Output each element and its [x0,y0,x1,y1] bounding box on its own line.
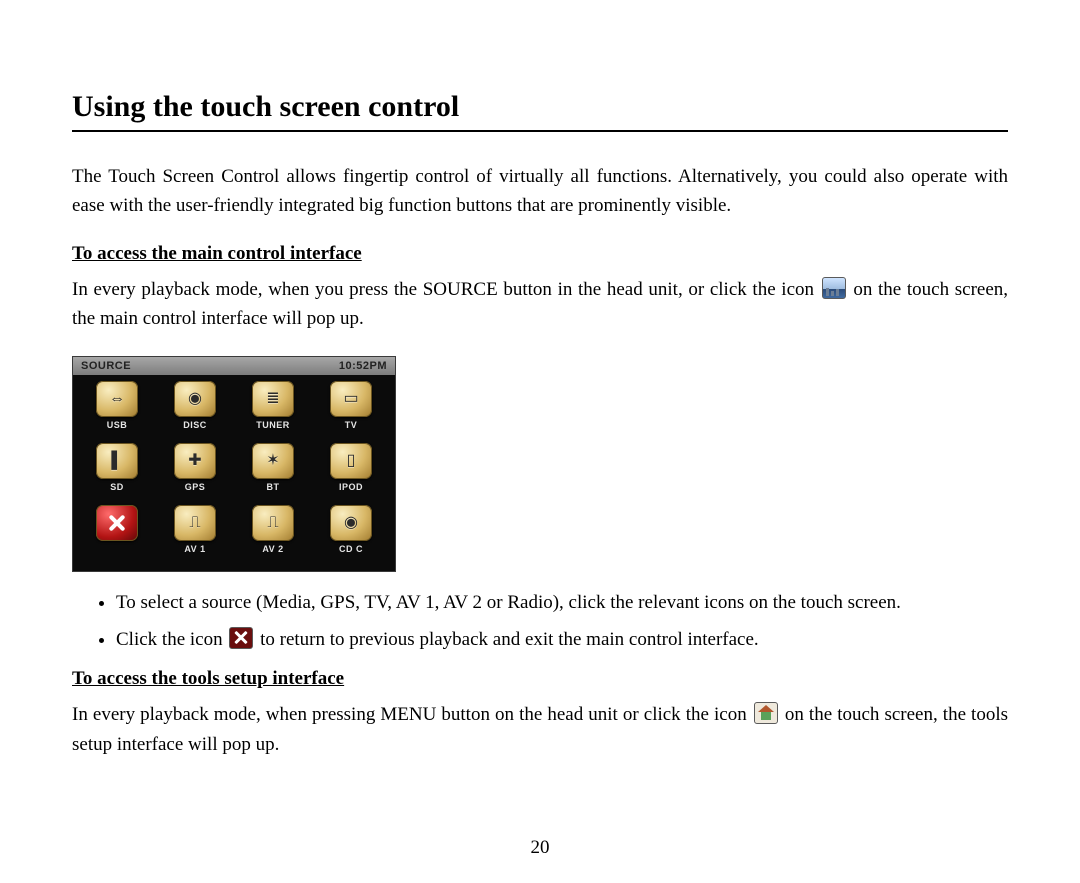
source-menu-title: SOURCE [81,360,131,372]
section2-paragraph: In every playback mode, when pressing ME… [72,700,1008,759]
source-item-icon: ✶ [252,443,294,479]
source-item-icon: ▭ [330,381,372,417]
source-item-icon: ✚ [174,443,216,479]
source-menu-screenshot: SOURCE 10:52PM ⇔ USB ◉ DISC ≣ TUNER ▭ TV ▌ SD ✚ GPS… [72,356,396,572]
source-item-icon: ◉ [174,381,216,417]
source-item-icon [96,505,138,541]
source-menu-grid: ⇔ USB ◉ DISC ≣ TUNER ▭ TV ▌ SD ✚ GPS ✶ BT ▯ IPOD ⎍ AV 1 ⎍ A… [73,375,395,571]
source-item-icon: ⇔ [96,381,138,417]
source-item-label: DISC [183,420,207,430]
source-menu-clock: 10:52PM [339,360,387,372]
source-item: ▭ TV [315,381,387,439]
source-item: ▌ SD [81,443,153,501]
section1-bullets: To select a source (Media, GPS, TV, AV 1… [72,586,1008,657]
title-rule [72,130,1008,132]
source-item-label: USB [107,420,128,430]
source-item-icon: ⎍ [174,505,216,541]
source-item: ≣ TUNER [237,381,309,439]
source-item-label: BT [267,482,280,492]
source-item: ◉ DISC [159,381,231,439]
source-item-label: IPOD [339,482,363,492]
page-number: 20 [0,837,1080,859]
source-item: ◉ CD C [315,505,387,563]
bullet2-text-after-icon: to return to previous playback and exit … [260,629,759,650]
source-item-label: AV 1 [184,544,205,554]
bullet-select-source: To select a source (Media, GPS, TV, AV 1… [116,586,1008,619]
source-item: ▯ IPOD [315,443,387,501]
document-page: Using the touch screen control The Touch… [0,0,1080,883]
source-icon [822,277,846,299]
source-item: ✶ BT [237,443,309,501]
source-item: ⎍ AV 1 [159,505,231,563]
bullet-close-icon: Click the icon to return to previous pla… [116,623,1008,656]
section2-heading: To access the tools setup interface [72,668,1008,690]
source-item-label: GPS [185,482,206,492]
source-item-label: TUNER [256,420,290,430]
home-icon [754,702,778,724]
close-icon [229,627,253,649]
bullet2-text-before-icon: Click the icon [116,629,227,650]
source-item-label: SD [110,482,124,492]
source-item-label: AV 2 [262,544,283,554]
page-title: Using the touch screen control [72,90,1008,124]
section1-text-before-icon: In every playback mode, when you press t… [72,279,820,300]
source-item-label: CD C [339,544,363,554]
source-item [81,505,153,563]
section1-heading: To access the main control interface [72,243,1008,265]
source-item-label: TV [345,420,358,430]
intro-paragraph: The Touch Screen Control allows fingerti… [72,162,1008,221]
section2-text-before-icon: In every playback mode, when pressing ME… [72,704,752,725]
source-item: ✚ GPS [159,443,231,501]
source-item-icon: ⎍ [252,505,294,541]
source-item-icon: ▯ [330,443,372,479]
source-item-icon: ◉ [330,505,372,541]
section1-paragraph: In every playback mode, when you press t… [72,275,1008,334]
source-item: ⎍ AV 2 [237,505,309,563]
source-item-icon: ≣ [252,381,294,417]
source-item: ⇔ USB [81,381,153,439]
source-menu-header: SOURCE 10:52PM [73,357,395,375]
source-item-icon: ▌ [96,443,138,479]
